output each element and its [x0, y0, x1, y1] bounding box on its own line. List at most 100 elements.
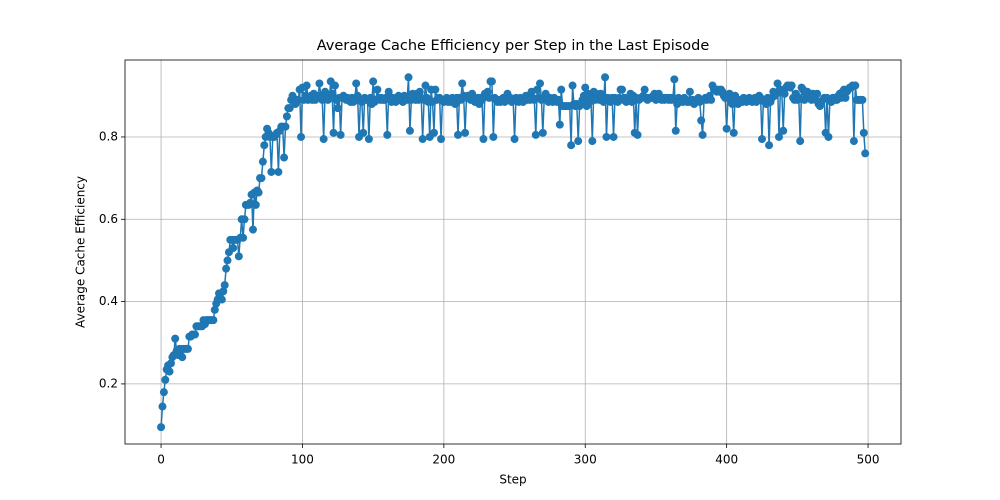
- data-point: [404, 73, 413, 82]
- data-point: [538, 128, 547, 137]
- x-axis-label: Step: [499, 473, 526, 487]
- data-point: [813, 89, 822, 98]
- y-tick-label: 0.8: [99, 129, 118, 143]
- x-tick-label: 200: [432, 453, 455, 467]
- data-point: [729, 128, 738, 137]
- data-point: [302, 81, 311, 90]
- data-point: [229, 244, 238, 253]
- data-point: [159, 388, 168, 397]
- data-point: [859, 128, 868, 137]
- data-point: [352, 79, 361, 88]
- data-point: [697, 116, 706, 125]
- y-tick-label: 0.2: [99, 376, 118, 390]
- chart-title: Average Cache Efficiency per Step in the…: [317, 38, 710, 54]
- data-point: [217, 295, 226, 304]
- data-point: [451, 100, 460, 109]
- data-point: [601, 73, 610, 82]
- data-point: [429, 128, 438, 137]
- data-point: [257, 174, 266, 183]
- data-point: [461, 128, 470, 137]
- data-point: [618, 85, 627, 94]
- data-point: [219, 287, 228, 296]
- data-point: [281, 122, 290, 131]
- data-point: [222, 264, 231, 273]
- data-point: [533, 85, 542, 94]
- data-point: [671, 126, 680, 135]
- data-point: [223, 256, 232, 265]
- data-point: [183, 344, 192, 353]
- y-tick-label: 0.4: [99, 294, 118, 308]
- data-point: [453, 130, 462, 139]
- data-point: [383, 130, 392, 139]
- x-tick-label: 0: [157, 453, 165, 467]
- data-point: [588, 137, 597, 146]
- data-point: [369, 77, 378, 86]
- data-point: [787, 81, 796, 90]
- data-point: [254, 188, 263, 197]
- data-point: [568, 81, 577, 90]
- data-point: [157, 423, 166, 432]
- data-point: [333, 104, 342, 113]
- data-point: [849, 137, 858, 146]
- data-point: [336, 130, 345, 139]
- data-point: [609, 132, 618, 141]
- data-point: [166, 359, 175, 368]
- data-point: [258, 157, 267, 166]
- data-point: [282, 112, 291, 121]
- x-tick-label: 500: [857, 453, 880, 467]
- data-point: [765, 141, 774, 150]
- data-point: [329, 128, 338, 137]
- x-tick-label: 100: [291, 453, 314, 467]
- data-point: [602, 132, 611, 141]
- data-point: [780, 89, 789, 98]
- data-point: [405, 126, 414, 135]
- data-point: [485, 93, 494, 102]
- data-point: [796, 137, 805, 146]
- data-point: [251, 200, 260, 209]
- data-point: [328, 89, 337, 98]
- data-point: [210, 305, 219, 314]
- data-point: [359, 128, 368, 137]
- data-point: [758, 135, 767, 144]
- data-point: [267, 167, 276, 176]
- data-point: [209, 316, 218, 325]
- data-point: [171, 334, 180, 343]
- data-point: [178, 353, 187, 362]
- data-point: [685, 87, 694, 96]
- data-point: [510, 135, 519, 144]
- data-point: [234, 252, 243, 261]
- data-point: [384, 87, 393, 96]
- y-axis-label: Average Cache Efficiency: [74, 176, 88, 328]
- data-point: [220, 281, 229, 290]
- data-point: [418, 135, 427, 144]
- data-point: [779, 126, 788, 135]
- data-point: [555, 120, 564, 129]
- data-point: [668, 93, 677, 102]
- data-point: [364, 135, 373, 144]
- data-point: [274, 167, 283, 176]
- data-point: [479, 135, 488, 144]
- data-point: [841, 93, 850, 102]
- data-point: [670, 75, 679, 84]
- data-point: [315, 79, 324, 88]
- data-point: [437, 135, 446, 144]
- data-point: [773, 79, 782, 88]
- x-tick-label: 400: [715, 453, 738, 467]
- data-point: [489, 132, 498, 141]
- data-point: [858, 95, 867, 104]
- x-tick-label: 300: [574, 453, 597, 467]
- data-point: [431, 85, 440, 94]
- data-point: [190, 330, 199, 339]
- data-point: [458, 79, 467, 88]
- data-point: [297, 132, 306, 141]
- data-point: [285, 104, 294, 113]
- data-point: [294, 95, 303, 104]
- data-point: [165, 367, 174, 376]
- plot-frame: [124, 59, 902, 445]
- data-point: [633, 130, 642, 139]
- data-point: [531, 130, 540, 139]
- data-point: [373, 85, 382, 94]
- data-point: [240, 215, 249, 224]
- data-point: [554, 95, 563, 104]
